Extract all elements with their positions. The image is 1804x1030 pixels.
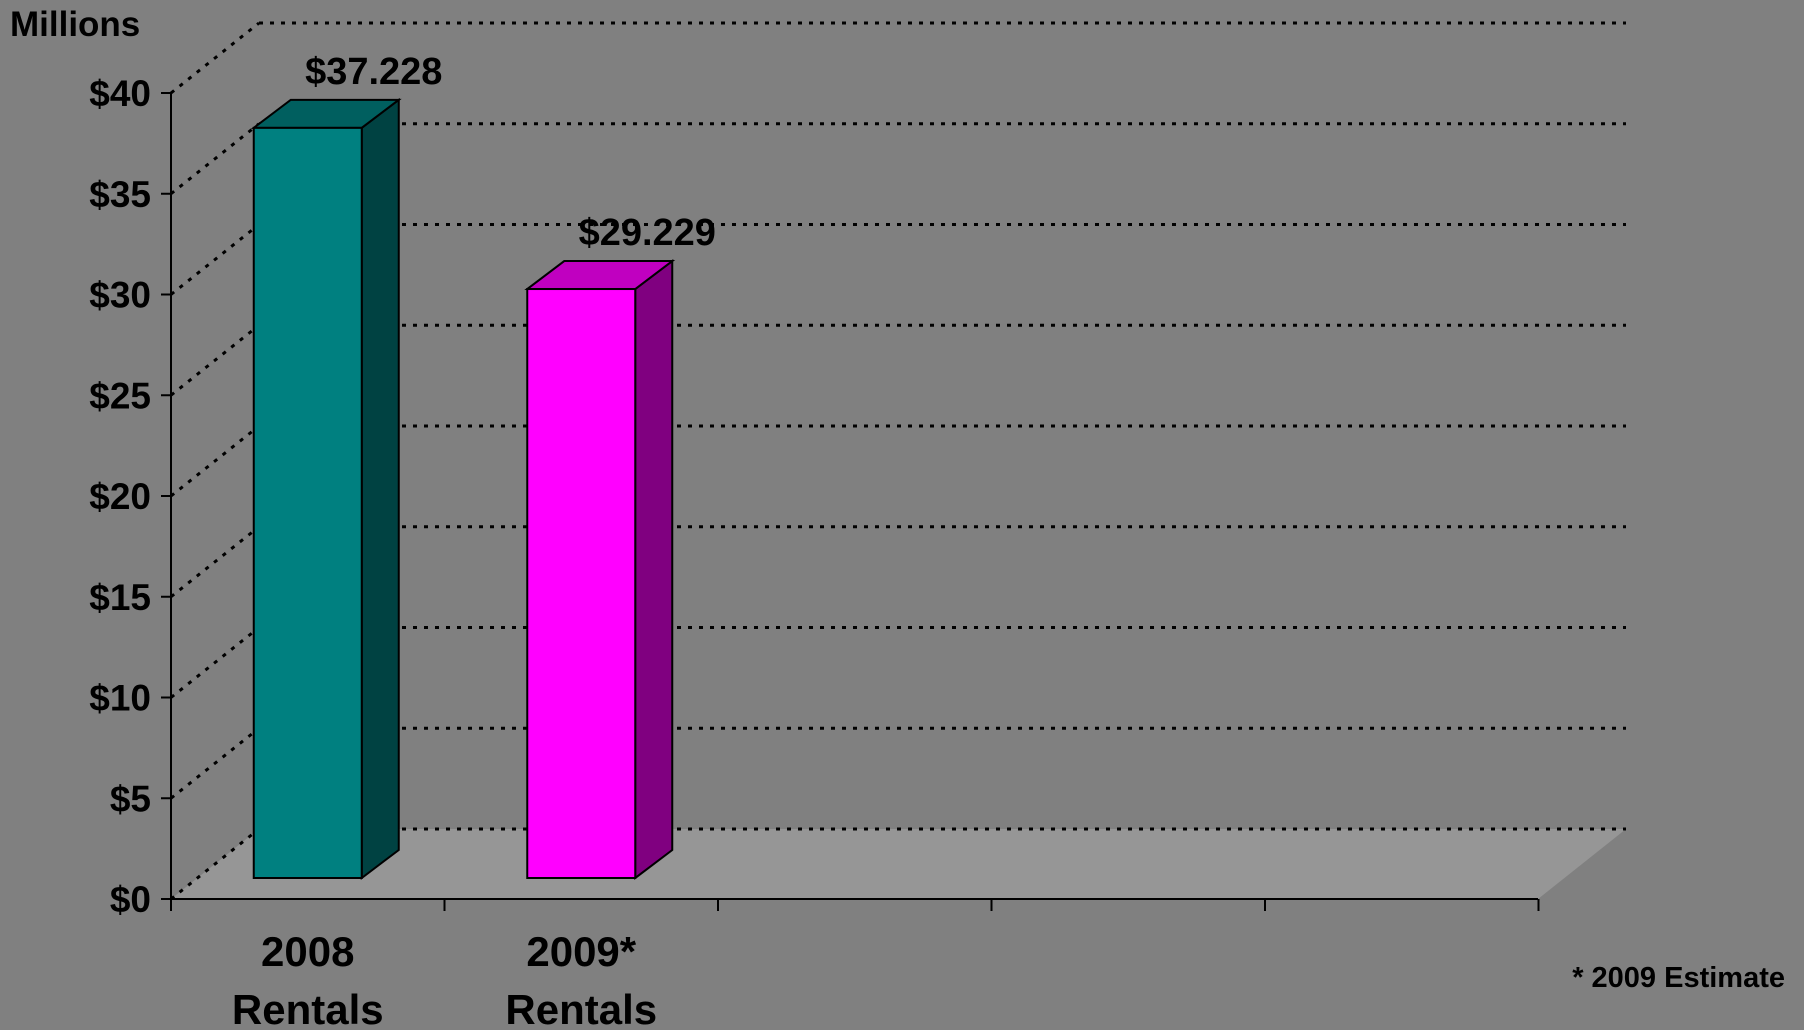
gridline-wall-diagonal <box>170 122 260 195</box>
x-category-label: 2008 Rentals <box>232 928 384 1030</box>
bar <box>250 97 402 881</box>
x-category-label-line: Rentals <box>505 986 657 1030</box>
gridline-wall-diagonal <box>170 727 260 800</box>
y-tick-label: $0 <box>110 879 151 920</box>
y-tick-label: $35 <box>89 174 151 215</box>
y-tick-label: $30 <box>89 275 151 316</box>
gridline-wall-diagonal <box>170 21 260 95</box>
gridline-wall-diagonal <box>170 424 260 498</box>
x-category-label-line: 2008 <box>261 928 354 975</box>
bar-front <box>526 288 637 879</box>
gridline-wall-diagonal <box>170 525 260 598</box>
y-unit-label: Millions <box>10 5 140 44</box>
gridline-wall-diagonal <box>170 223 260 296</box>
gridline-wall-diagonal <box>170 324 260 397</box>
y-tick-label: $10 <box>89 678 151 719</box>
bar-front <box>252 126 363 880</box>
labels-layer: Millions * 2009 Estimate $0 $5 $10 $15 $20 $2… <box>10 5 1785 1030</box>
footnote: * 2009 Estimate <box>1572 962 1785 994</box>
y-tick-label: $25 <box>89 375 151 416</box>
bar <box>524 259 676 881</box>
y-tick-label: $5 <box>110 778 151 819</box>
gridline-wall-diagonal <box>170 626 260 699</box>
data-label: $29.229 <box>579 212 716 254</box>
gridline-wall-diagonal <box>170 827 260 901</box>
x-category-label: 2009* Rentals <box>505 928 657 1030</box>
y-tick-label: $40 <box>89 73 151 114</box>
bars-layer <box>250 97 676 881</box>
gridlines-layer <box>170 21 1626 901</box>
bar-side <box>634 259 674 881</box>
x-category-label-line: 2009* <box>526 928 636 975</box>
x-category-label-line: Rentals <box>232 986 384 1030</box>
y-tick-label: $15 <box>89 577 151 618</box>
bar-side <box>360 97 400 881</box>
y-tick-label: $20 <box>89 476 151 517</box>
data-label: $37.228 <box>305 51 442 93</box>
axes-layer <box>161 92 1540 911</box>
